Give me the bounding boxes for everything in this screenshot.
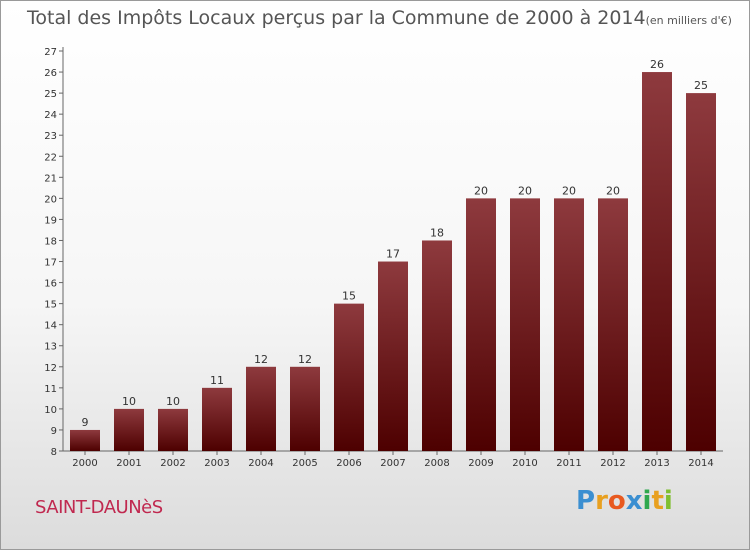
bar-2004 <box>246 366 276 451</box>
value-label-2013: 26 <box>650 58 664 71</box>
y-tick-label: 16 <box>44 279 57 290</box>
bar-2012 <box>598 198 628 451</box>
bar-2010 <box>510 198 540 451</box>
bar-2000 <box>70 429 100 451</box>
y-tick-label: 9 <box>51 426 57 437</box>
bar-2014 <box>686 93 716 452</box>
x-tick-label-2007: 2007 <box>380 458 405 469</box>
bar-2003 <box>202 387 232 451</box>
value-label-2007: 17 <box>386 248 400 261</box>
chart-title: Total des Impôts Locaux perçus par la Co… <box>27 7 732 29</box>
logo-letter: r <box>595 486 608 516</box>
y-tick-label: 15 <box>44 300 57 311</box>
x-tick-label-2002: 2002 <box>160 458 185 469</box>
chart-title-main: Total des Impôts Locaux perçus par la Co… <box>27 7 646 29</box>
x-tick-label-2014: 2014 <box>688 458 713 469</box>
proxiti-logo: Proxiti <box>576 486 673 516</box>
value-label-2009: 20 <box>474 184 488 197</box>
value-label-2012: 20 <box>606 184 620 197</box>
y-tick-label: 11 <box>44 384 57 395</box>
bar-2001 <box>114 408 144 451</box>
logo-letter: t <box>651 486 664 516</box>
commune-name: SAINT-DAUNèS <box>35 497 163 518</box>
logo-letter: i <box>642 486 652 516</box>
value-label-2005: 12 <box>298 353 312 366</box>
y-tick-label: 17 <box>44 258 57 269</box>
logo-letter: x <box>625 486 643 516</box>
y-tick-label: 25 <box>44 89 57 100</box>
value-label-2004: 12 <box>254 353 268 366</box>
x-tick-label-2004: 2004 <box>248 458 273 469</box>
y-tick-label: 13 <box>44 342 57 353</box>
chart-bars: 9 10 10 11 12 12 15 17 18 20 20 20 20 26 25 <box>70 58 716 452</box>
y-tick-label: 14 <box>44 321 57 332</box>
bar-2007 <box>378 261 408 451</box>
y-tick-label: 12 <box>44 363 57 374</box>
value-label-2000: 9 <box>82 416 89 429</box>
x-tick-label-2013: 2013 <box>644 458 669 469</box>
x-tick-label-2000: 2000 <box>72 458 97 469</box>
y-tick-label: 8 <box>51 447 57 458</box>
y-tick-label: 22 <box>44 152 57 163</box>
bar-2005 <box>290 366 320 451</box>
bar-2009 <box>466 198 496 451</box>
x-tick-label-2005: 2005 <box>292 458 317 469</box>
value-label-2003: 11 <box>210 374 224 387</box>
y-tick-label: 10 <box>44 405 57 416</box>
value-label-2010: 20 <box>518 184 532 197</box>
value-label-2008: 18 <box>430 226 444 239</box>
bar-2011 <box>554 198 584 451</box>
x-tick-label-2006: 2006 <box>336 458 361 469</box>
x-tick-label-2008: 2008 <box>424 458 449 469</box>
x-tick-label-2012: 2012 <box>600 458 625 469</box>
bar-2006 <box>334 303 364 451</box>
logo-letter: o <box>607 486 626 516</box>
x-tick-label-2010: 2010 <box>512 458 537 469</box>
value-label-2002: 10 <box>166 395 180 408</box>
logo-letter: P <box>576 486 596 516</box>
y-tick-label: 24 <box>44 110 57 121</box>
x-tick-label-2003: 2003 <box>204 458 229 469</box>
value-label-2001: 10 <box>122 395 136 408</box>
logo-letter: i <box>663 486 673 516</box>
x-tick-label-2001: 2001 <box>116 458 141 469</box>
bar-2013 <box>642 72 672 451</box>
value-label-2011: 20 <box>562 184 576 197</box>
value-label-2014: 25 <box>694 79 708 92</box>
y-tick-label: 20 <box>44 194 57 205</box>
bar-2008 <box>422 240 452 451</box>
y-tick-label: 18 <box>44 236 57 247</box>
y-tick-label: 19 <box>44 215 57 226</box>
y-tick-label: 27 <box>44 47 57 58</box>
x-tick-label-2009: 2009 <box>468 458 493 469</box>
y-tick-label: 21 <box>44 173 57 184</box>
y-tick-label: 23 <box>44 131 57 142</box>
bar-2002 <box>158 408 188 451</box>
x-tick-label-2011: 2011 <box>556 458 581 469</box>
chart-title-unit: (en milliers d'€) <box>645 14 732 27</box>
value-label-2006: 15 <box>342 290 356 303</box>
y-tick-label: 26 <box>44 68 57 79</box>
